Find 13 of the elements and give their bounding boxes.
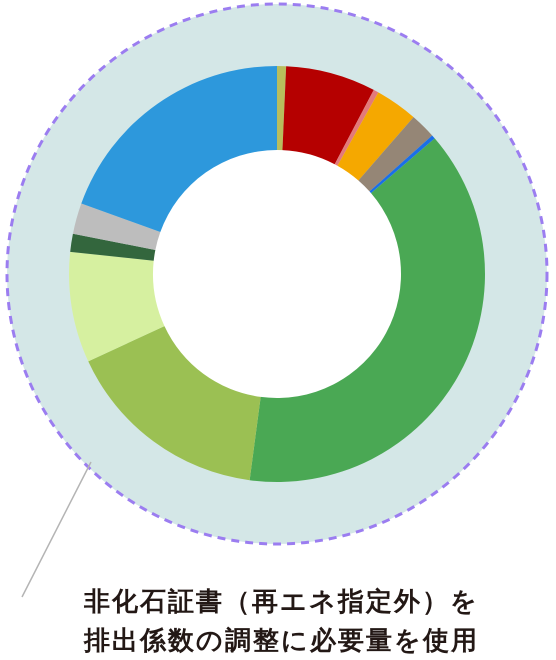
donut-slice [369, 135, 435, 194]
donut-slice [282, 66, 374, 164]
donut-slice [337, 92, 414, 180]
donut-slice [277, 66, 286, 150]
text: 非化石証書（再エネ指定外）を排出係数の調整に必要量を使用 [84, 586, 480, 658]
donut-slice [334, 90, 378, 166]
donut-slice [69, 252, 164, 362]
donut-slice [72, 204, 160, 250]
donut-slice [88, 326, 261, 480]
donut-slice [70, 234, 156, 261]
donut-slice [358, 117, 432, 192]
donut-slice [250, 138, 485, 482]
donut-slice [81, 66, 277, 232]
